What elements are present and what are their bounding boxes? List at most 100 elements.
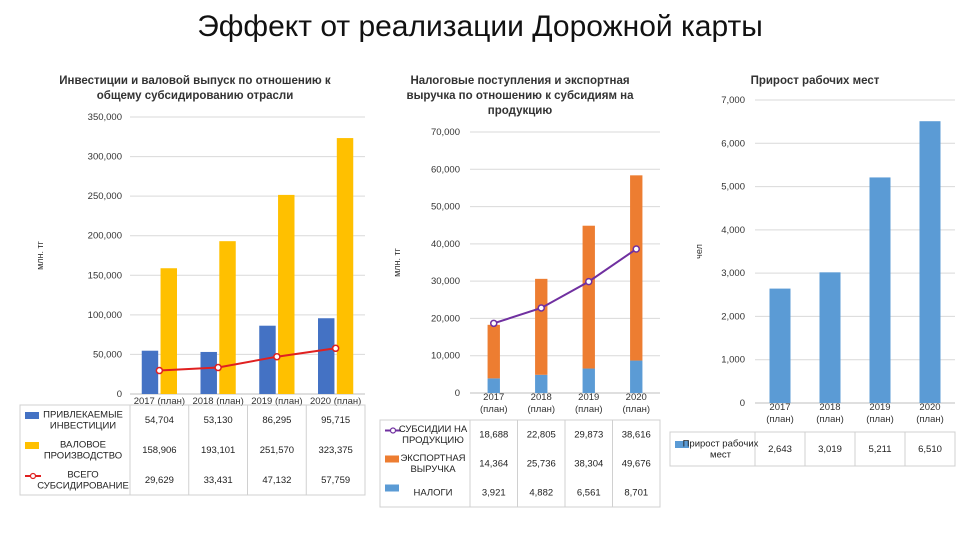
x-tick-label: (план) xyxy=(480,404,508,415)
data-table-cell: 57,759 xyxy=(321,475,350,486)
legend-key xyxy=(385,455,399,463)
data-table-cell: 6,561 xyxy=(577,488,601,499)
data-table-cell: 4,882 xyxy=(529,488,553,499)
legend-label: СУБСИДИРОВАНИЕ xyxy=(37,481,129,492)
legend-key xyxy=(29,472,37,480)
data-table-cell: 54,704 xyxy=(145,415,174,426)
legend-label: ЭКСПОРТНАЯ xyxy=(400,453,465,464)
y-tick-label: 4,000 xyxy=(721,225,745,236)
x-tick-label: (план) xyxy=(575,404,603,415)
data-table-cell: 29,629 xyxy=(145,475,174,486)
y-tick-label: 70,000 xyxy=(431,127,460,138)
stacked-bar-segment xyxy=(535,278,548,375)
y-tick-label: 300,000 xyxy=(88,152,122,163)
data-table-cell: 38,304 xyxy=(574,459,603,470)
legend-label: ВЫРУЧКА xyxy=(410,464,456,475)
legend-label: НАЛОГИ xyxy=(413,488,452,499)
series-line xyxy=(159,347,336,372)
legend-key xyxy=(389,427,397,434)
data-table-cell: 25,736 xyxy=(527,459,556,470)
data-table-cell: 53,130 xyxy=(204,415,233,426)
data-table-cell: 3,019 xyxy=(818,444,842,455)
x-tick-label: 2018 (план) xyxy=(192,396,243,407)
y-axis-title: млн. тг xyxy=(392,247,402,277)
stacked-bar-segment xyxy=(582,225,595,369)
stacked-bar-segment xyxy=(630,360,643,393)
bar xyxy=(200,351,217,394)
data-table-cell: 86,295 xyxy=(262,415,291,426)
bar xyxy=(819,272,841,403)
bar xyxy=(160,268,177,394)
legend-key xyxy=(385,484,399,492)
x-tick-label: 2020 xyxy=(919,402,940,413)
x-tick-label: 2019 xyxy=(578,392,599,403)
y-tick-label: 20,000 xyxy=(431,313,460,324)
legend-label: Прирост рабочих xyxy=(683,439,759,450)
x-tick-label: 2019 (план) xyxy=(251,396,302,407)
legend-label: ПРИВЛЕКАЕМЫЕ xyxy=(43,410,123,421)
data-table-cell: 49,676 xyxy=(622,459,651,470)
stacked-bar-segment xyxy=(582,368,595,393)
y-tick-label: 5,000 xyxy=(721,182,745,193)
data-table-cell: 47,132 xyxy=(262,475,291,486)
y-tick-label: 150,000 xyxy=(88,270,122,281)
x-tick-label: 2017 xyxy=(769,402,790,413)
x-tick-label: (план) xyxy=(866,414,894,425)
bar xyxy=(769,288,791,403)
data-table-cell: 2,643 xyxy=(768,444,792,455)
y-tick-label: 100,000 xyxy=(88,310,122,321)
legend-label: мест xyxy=(710,450,732,461)
data-table-cell: 95,715 xyxy=(321,415,350,426)
data-table-cell: 18,688 xyxy=(479,430,508,441)
legend-key xyxy=(25,442,39,449)
x-tick-label: (план) xyxy=(916,414,944,425)
chart1-title: Инвестиции и валовой выпуск по отношению… xyxy=(59,75,331,102)
stacked-bar-segment xyxy=(535,374,548,393)
legend-label: ВСЕГО xyxy=(67,470,98,481)
x-tick-label: 2018 xyxy=(531,392,552,403)
x-tick-label: (план) xyxy=(622,404,650,415)
legend-label: ПРОИЗВОДСТВО xyxy=(44,451,122,462)
line-point xyxy=(273,352,281,361)
x-tick-label: (план) xyxy=(766,414,794,425)
x-tick-label: (план) xyxy=(816,414,844,425)
stacked-bar-segment xyxy=(487,324,500,379)
x-tick-label: 2020 (план) xyxy=(310,396,361,407)
y-tick-label: 50,000 xyxy=(93,349,122,360)
y-axis-title: млн. тг xyxy=(35,240,45,270)
bar xyxy=(278,194,295,394)
x-tick-label: 2017 xyxy=(483,392,504,403)
x-tick-label: 2019 xyxy=(869,402,890,413)
data-table-cell: 3,921 xyxy=(482,488,506,499)
data-table-cell: 6,510 xyxy=(918,444,942,455)
line-point xyxy=(585,277,593,286)
y-tick-label: 7,000 xyxy=(721,95,745,106)
bar xyxy=(869,177,891,403)
data-table-cell: 8,701 xyxy=(624,488,648,499)
line-point xyxy=(632,245,640,253)
data-table-cell: 158,906 xyxy=(142,445,176,456)
bar xyxy=(336,138,354,394)
y-tick-label: 6,000 xyxy=(721,138,745,149)
y-tick-label: 0 xyxy=(455,388,460,399)
bar xyxy=(219,241,236,394)
x-tick-label: 2018 xyxy=(819,402,840,413)
y-tick-label: 0 xyxy=(740,398,745,409)
data-table-cell: 14,364 xyxy=(479,459,508,470)
chart2-title: Налоговые поступления и экспортная выруч… xyxy=(406,75,634,117)
data-table-cell: 193,101 xyxy=(201,445,235,456)
line-point xyxy=(155,366,164,375)
data-table-cell: 323,375 xyxy=(318,445,352,456)
y-axis-title: чел xyxy=(694,244,704,259)
legend-label: ПРОДУКЦИЮ xyxy=(402,435,464,446)
page-title: Эффект от реализации Дорожной карты xyxy=(197,10,763,43)
line-point xyxy=(331,344,340,353)
y-tick-label: 0 xyxy=(117,389,122,400)
data-table-cell: 22,805 xyxy=(527,430,556,441)
x-tick-label: (план) xyxy=(527,404,555,415)
y-tick-label: 50,000 xyxy=(431,202,460,213)
y-tick-label: 350,000 xyxy=(88,112,122,123)
y-tick-label: 10,000 xyxy=(431,351,460,362)
data-table-cell: 38,616 xyxy=(622,430,651,441)
